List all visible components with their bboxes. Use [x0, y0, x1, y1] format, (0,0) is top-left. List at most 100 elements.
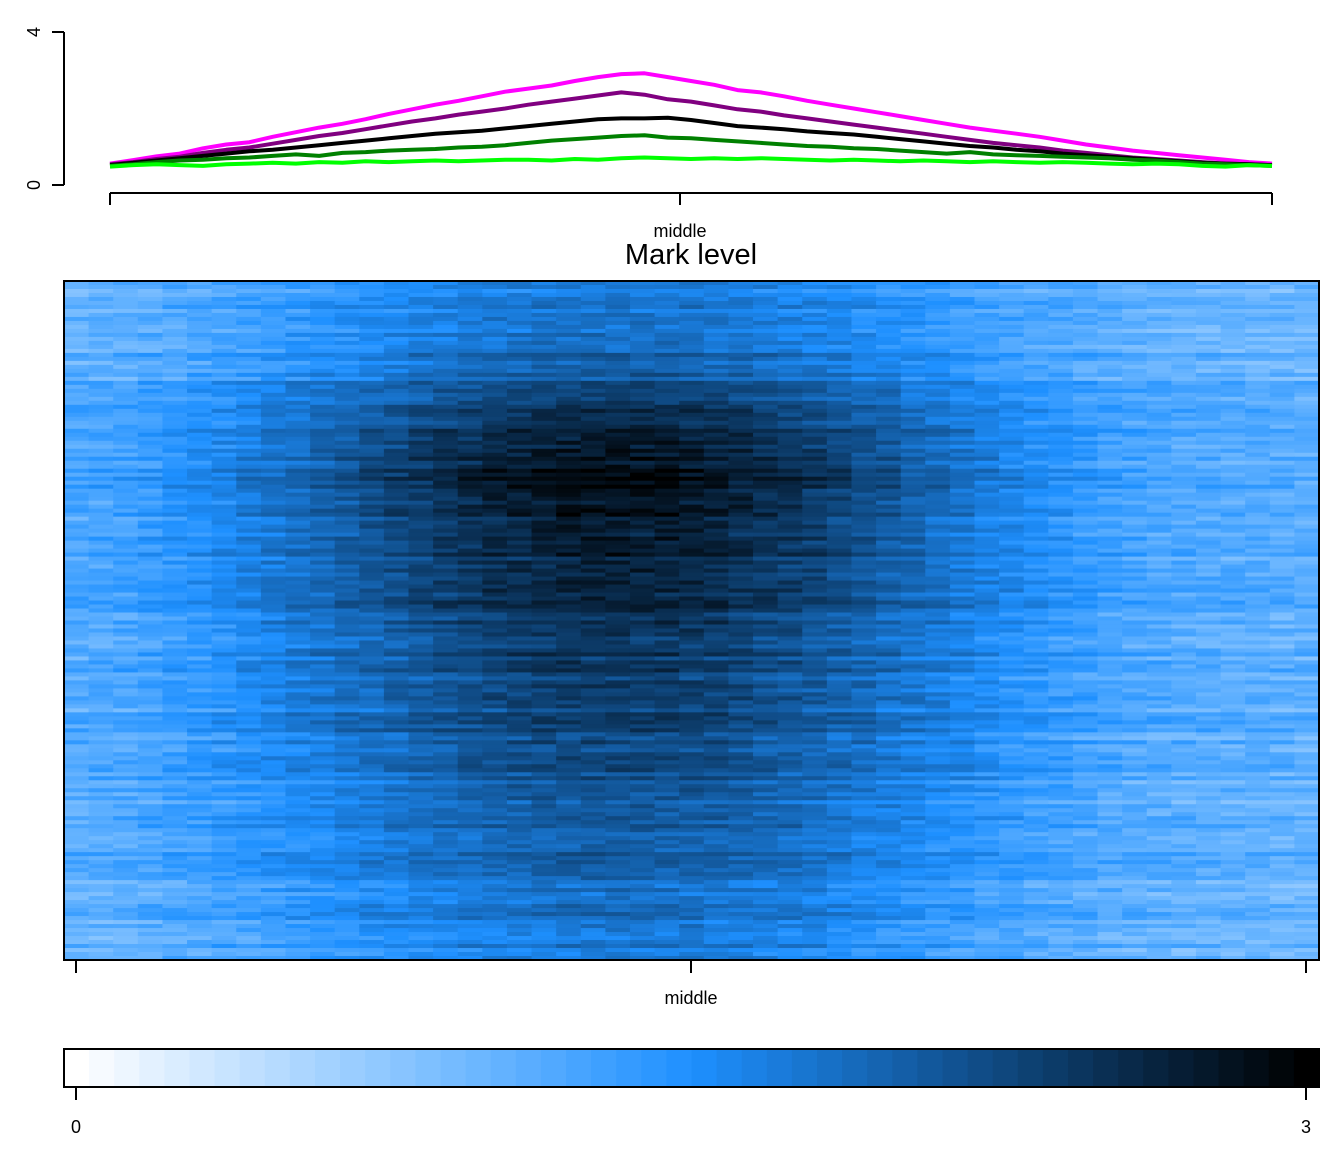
- heatmap-cell: [753, 368, 779, 374]
- heatmap-cell: [506, 360, 533, 366]
- heatmap-cell: [433, 596, 459, 602]
- heatmap-cell: [605, 636, 631, 642]
- heatmap-cell: [949, 384, 976, 390]
- heatmap-cell: [359, 604, 385, 610]
- heatmap-cell: [531, 664, 557, 670]
- heatmap-cell: [137, 412, 164, 418]
- heatmap-cell: [777, 640, 803, 646]
- heatmap-cell: [851, 552, 877, 558]
- heatmap-cell: [1195, 520, 1222, 526]
- heatmap-cell: [1269, 528, 1295, 534]
- heatmap-cell: [383, 328, 410, 334]
- heatmap-cell: [211, 380, 237, 386]
- heatmap-cell: [949, 616, 976, 622]
- heatmap-cell: [1245, 352, 1271, 358]
- heatmap-cell: [580, 412, 606, 418]
- heatmap-cell: [777, 384, 803, 390]
- heatmap-cell: [187, 372, 213, 378]
- heatmap-cell: [556, 292, 582, 298]
- heatmap-cell: [679, 344, 705, 350]
- heatmap-cell: [1245, 488, 1271, 494]
- heatmap-cell: [1072, 408, 1099, 414]
- heatmap-cell: [211, 316, 237, 322]
- heatmap-cell: [1171, 332, 1197, 338]
- heatmap-cell: [1294, 372, 1320, 378]
- heatmap-cell: [851, 432, 877, 438]
- heatmap-cell: [851, 424, 877, 430]
- heatmap-cell: [654, 580, 680, 586]
- heatmap-cell: [679, 281, 705, 286]
- heatmap-cell: [187, 496, 213, 502]
- heatmap-cell: [679, 544, 705, 550]
- heatmap-cell: [457, 536, 483, 542]
- heatmap-cell: [900, 316, 926, 322]
- heatmap-cell: [974, 456, 1000, 462]
- heatmap-cell: [1294, 536, 1320, 542]
- heatmap-cell: [1122, 392, 1148, 398]
- heatmap-cell: [925, 520, 951, 526]
- heatmap-cell: [876, 352, 902, 358]
- heatmap-cell: [1146, 596, 1172, 602]
- heatmap-cell: [383, 404, 410, 410]
- heatmap-cell: [654, 388, 680, 394]
- heatmap-cell: [531, 608, 557, 614]
- heatmap-cell: [457, 324, 483, 330]
- heatmap-cell: [211, 608, 237, 614]
- heatmap-cell: [753, 608, 779, 614]
- heatmap-cell: [1195, 300, 1222, 306]
- heatmap-cell: [113, 544, 139, 550]
- heatmap-cell: [383, 372, 410, 378]
- heatmap-cell: [482, 281, 508, 286]
- heatmap-cell: [260, 636, 287, 642]
- heatmap-cell: [260, 424, 287, 430]
- heatmap-cell: [851, 352, 877, 358]
- heatmap-cell: [187, 428, 213, 434]
- heatmap-cell: [556, 596, 582, 602]
- heatmap-cell: [826, 512, 853, 518]
- heatmap-cell: [949, 336, 976, 342]
- heatmap-cell: [851, 620, 877, 626]
- heatmap-cell: [211, 512, 237, 518]
- heatmap-cell: [88, 508, 114, 514]
- heatmap-cell: [359, 436, 385, 442]
- heatmap-cell: [703, 281, 730, 286]
- heatmap-cell: [1294, 512, 1320, 518]
- heatmap-cell: [310, 540, 336, 546]
- heatmap-cell: [162, 608, 188, 614]
- heatmap-cell: [1146, 504, 1172, 510]
- heatmap-cell: [679, 528, 705, 534]
- heatmap-cell: [1171, 432, 1197, 438]
- heatmap-cell: [433, 564, 459, 570]
- heatmap-cell: [1146, 292, 1172, 298]
- heatmap-cell: [1146, 560, 1172, 566]
- heatmap-cell: [187, 600, 213, 606]
- heatmap-cell: [556, 520, 582, 526]
- heatmap-cell: [802, 644, 828, 650]
- heatmap-cell: [728, 628, 754, 634]
- heatmap-cell: [1269, 284, 1295, 290]
- heatmap-cell: [1072, 516, 1099, 522]
- heatmap-cell: [1097, 400, 1123, 406]
- heatmap-cell: [703, 512, 730, 518]
- heatmap-cell: [1269, 564, 1295, 570]
- heatmap-cell: [1220, 484, 1246, 490]
- heatmap-cell: [826, 412, 853, 418]
- heatmap-cell: [777, 656, 803, 662]
- heatmap-cell: [703, 628, 730, 634]
- heatmap-cell: [1023, 420, 1049, 426]
- heatmap-cell: [1195, 652, 1222, 658]
- heatmap-cell: [1048, 472, 1074, 478]
- heatmap-cell: [802, 596, 828, 602]
- heatmap-cell: [236, 404, 262, 410]
- heatmap-cell: [580, 352, 606, 358]
- heatmap-cell: [949, 432, 976, 438]
- heatmap-cell: [236, 640, 262, 646]
- heatmap-cell: [974, 340, 1000, 346]
- heatmap-cell: [900, 292, 926, 298]
- heatmap-cell: [506, 281, 533, 286]
- heatmap-cell: [1195, 440, 1222, 446]
- heatmap-cell: [64, 560, 90, 566]
- heatmap-cell: [1048, 576, 1074, 582]
- heatmap-cell: [556, 312, 582, 318]
- heatmap-cell: [1023, 612, 1049, 618]
